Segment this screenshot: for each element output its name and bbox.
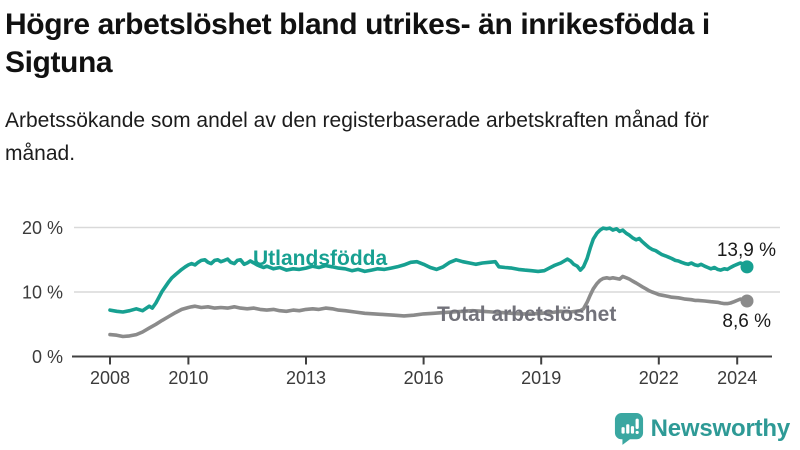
series-line-utlandsfodda — [108, 226, 749, 314]
x-tick-label: 2008 — [90, 368, 130, 388]
x-tick-label: 2016 — [404, 368, 444, 388]
newsworthy-logo-text: Newsworthy — [650, 414, 791, 442]
chart-canvas: 2008 2010 2013 2016 2019 2022 2024 0 % 10 % 20 % U… — [22, 218, 780, 388]
series-label: Utlandsfödda — [253, 247, 387, 270]
x-tick-label: 2022 — [639, 368, 679, 388]
newsworthy-logo: Newsworthy — [614, 412, 790, 445]
newsworthy-speech-bubble-bar-chart-icon — [614, 413, 643, 445]
series-end-dot — [740, 260, 754, 274]
x-tick-label: 2019 — [521, 368, 561, 388]
y-tick-label: 20 % — [22, 218, 63, 238]
series-end-dot — [740, 294, 754, 308]
chart-subtitle: Arbetssökande som andel av den registerb… — [5, 109, 709, 165]
series-line-total — [108, 274, 749, 339]
series-end-value-label: 13,9 % — [717, 240, 776, 261]
chart-title: Högre arbetslöshet bland utrikes- än inr… — [5, 8, 710, 79]
series-end-value-label: 8,6 % — [722, 311, 771, 332]
y-tick-label: 10 % — [22, 283, 63, 303]
x-tick-label: 2010 — [168, 368, 208, 388]
x-tick-label: 2024 — [717, 368, 757, 388]
x-tick-label: 2013 — [286, 368, 326, 388]
series-label: Total arbetslöshet — [437, 303, 616, 326]
y-tick-label: 0 % — [32, 347, 63, 367]
